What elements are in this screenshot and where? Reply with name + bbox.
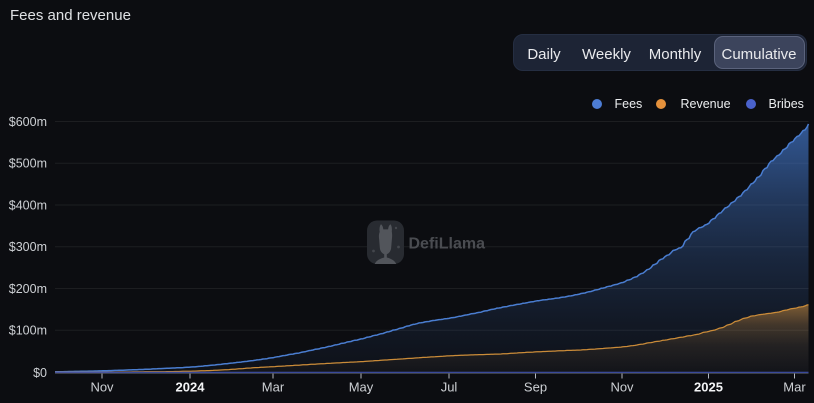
svg-text:Mar: Mar (262, 380, 285, 395)
svg-text:$0: $0 (33, 366, 47, 380)
svg-text:$300m: $300m (9, 240, 47, 254)
svg-text:DefiLlama: DefiLlama (409, 236, 486, 253)
svg-text:2024: 2024 (176, 380, 206, 395)
svg-text:$200m: $200m (9, 282, 47, 296)
svg-text:$400m: $400m (9, 198, 47, 212)
svg-text:$100m: $100m (9, 324, 47, 338)
svg-text:Nov: Nov (610, 380, 634, 395)
svg-text:Mar: Mar (783, 380, 806, 395)
svg-text:$600m: $600m (9, 115, 47, 129)
svg-text:$500m: $500m (9, 157, 47, 171)
svg-text:Jul: Jul (441, 380, 458, 395)
svg-text:Nov: Nov (90, 380, 114, 395)
svg-text:May: May (349, 380, 374, 395)
svg-text:Sep: Sep (524, 380, 547, 395)
svg-text:2025: 2025 (694, 380, 723, 395)
